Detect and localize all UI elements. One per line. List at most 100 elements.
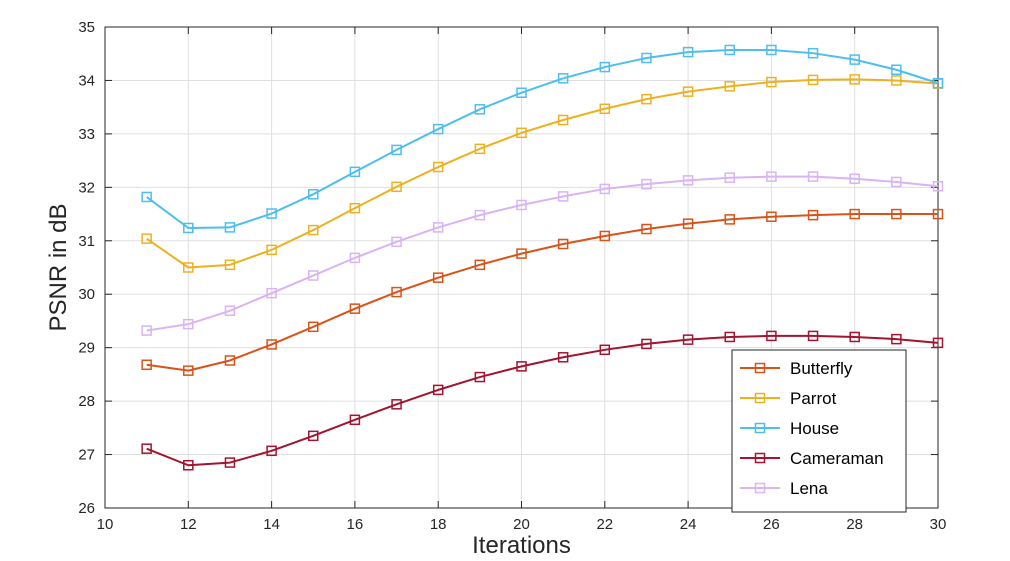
data-point-house [891,64,902,76]
data-point-cameraman [224,457,236,468]
data-point-butterfly [266,339,277,350]
y-tick-label: 33 [78,126,95,143]
data-point-lena [224,305,236,317]
data-point-lena [599,183,611,195]
data-point-lena [266,287,277,299]
data-point-lena [682,175,694,186]
data-point-lena [891,176,902,188]
data-point-parrot [474,143,486,155]
data-point-butterfly [807,209,819,221]
y-tick-label: 34 [78,72,95,89]
data-point-cameraman [266,445,277,457]
y-tick-label: 29 [78,340,95,357]
series-house [141,44,944,234]
data-point-butterfly [932,208,944,220]
legend-label-butterfly: Butterfly [790,359,853,378]
legend-label-cameraman: Cameraman [790,449,884,468]
data-point-cameraman [474,371,486,383]
data-point-parrot [682,86,694,97]
data-point-house [391,144,402,156]
data-point-cameraman [891,333,902,345]
data-point-cameraman [932,337,944,349]
x-tick-label: 12 [180,516,197,533]
data-point-lena [766,171,777,182]
legend-item-cameraman: Cameraman [740,449,884,468]
data-point-parrot [891,75,902,86]
data-point-lena [724,172,735,183]
y-tick-label: 26 [78,500,95,517]
data-point-lena [183,318,194,330]
data-point-lena [391,236,402,248]
series-layer [141,44,944,471]
y-tick-label: 28 [78,393,95,410]
data-point-house [308,189,319,200]
data-point-lena [474,209,486,221]
data-point-butterfly [474,259,486,271]
data-point-parrot [557,114,569,126]
data-point-butterfly [224,355,236,366]
data-point-cameraman [807,330,819,342]
x-tick-label: 30 [930,516,947,533]
data-point-parrot [807,74,819,86]
series-cameraman [141,330,944,471]
series-butterfly [141,208,944,376]
legend-item-butterfly: Butterfly [740,359,853,378]
x-tick-label: 18 [430,516,447,533]
data-point-house [557,73,569,84]
x-tick-label: 16 [347,516,364,533]
data-point-lena [141,325,152,336]
data-point-butterfly [349,303,361,314]
data-point-lena [641,178,652,190]
legend-label-house: House [790,419,839,438]
data-point-cameraman [432,384,444,396]
data-point-butterfly [557,238,569,250]
data-point-butterfly [183,365,194,376]
data-point-cameraman [682,334,694,345]
data-point-house [849,54,860,65]
data-point-butterfly [682,218,694,229]
series-line-parrot [146,78,939,269]
data-point-cameraman [641,338,652,350]
data-point-cameraman [141,443,152,454]
legend: Butterfly Parrot House Cameraman Lena [731,349,907,513]
data-point-parrot [141,233,152,244]
data-point-house [474,104,486,115]
data-point-parrot [599,103,611,115]
data-point-house [183,222,194,234]
legend-box [731,349,907,513]
data-point-lena [308,270,319,281]
data-point-cameraman [766,330,777,342]
data-point-house [641,52,652,64]
legend-marker-lena [754,482,766,494]
legend-marker-cameraman [754,452,766,464]
data-point-butterfly [141,359,152,371]
data-point-lena [432,222,444,233]
data-point-lena [849,173,860,185]
y-tick-label: 31 [78,233,95,250]
data-point-house [141,191,152,203]
data-point-house [766,44,777,56]
data-point-lena [807,171,819,182]
legend-label-lena: Lena [790,479,828,498]
y-tick-label: 30 [78,286,95,303]
data-point-lena [349,252,361,264]
data-point-house [432,123,444,135]
x-tick-label: 24 [680,516,697,533]
legend-marker-butterfly [754,362,766,374]
data-point-cameraman [599,344,611,356]
data-point-parrot [641,93,652,105]
series-line-lena [146,175,939,332]
y-tick-label: 27 [78,447,95,464]
data-point-cameraman [391,399,402,410]
x-tick-label: 26 [763,516,780,533]
data-point-cameraman [724,331,735,343]
data-point-parrot [432,161,444,173]
data-point-butterfly [516,248,527,259]
data-point-butterfly [891,208,902,220]
data-point-cameraman [349,414,361,426]
x-tick-label: 28 [846,516,863,533]
data-point-cameraman [557,352,569,363]
legend-marker-house [754,422,766,434]
series-line-butterfly [146,213,938,372]
